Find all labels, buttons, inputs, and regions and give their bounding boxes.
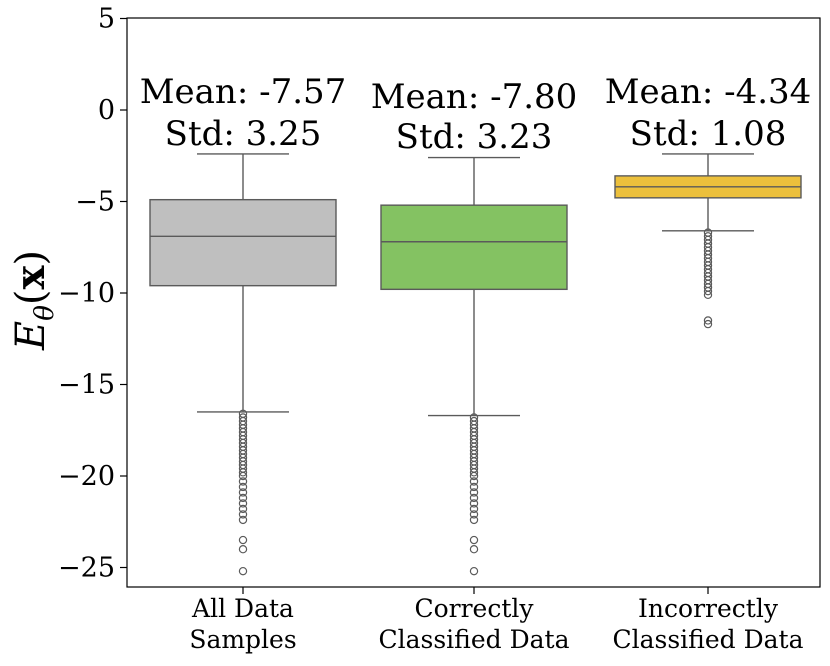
outlier-point: [469, 545, 479, 554]
outlier-point: [238, 504, 248, 514]
y-tick-label: −10: [58, 278, 115, 309]
outlier-point: [469, 566, 479, 576]
outlier-point: [469, 535, 479, 545]
ylabel-arg: x: [7, 265, 54, 290]
x-category-label: Samples: [189, 625, 296, 654]
mean-label: Mean: -7.80: [371, 77, 578, 117]
y-tick-label: 5: [98, 4, 115, 35]
ylabel-subscript: θ: [30, 305, 60, 321]
outlier-point: [703, 316, 713, 325]
outlier-point: [469, 499, 479, 508]
outlier-point: [469, 477, 479, 486]
y-tick-label: −5: [75, 187, 115, 218]
y-tick-label: −15: [58, 370, 115, 401]
outlier-point: [238, 477, 248, 486]
outlier-point: [238, 515, 248, 525]
outlier-point: [469, 482, 479, 492]
x-category-label: All Data: [191, 594, 294, 623]
outlier-point: [469, 488, 479, 497]
x-category-label: Correctly: [414, 594, 534, 623]
std-label: Std: 1.08: [630, 114, 787, 154]
outlier-point: [469, 468, 479, 477]
x-category-label: Classified Data: [612, 625, 803, 654]
outlier-point: [469, 471, 479, 481]
outlier-point: [238, 493, 248, 503]
box-iqr: [149, 198, 337, 287]
x-category-label: Incorrectly: [638, 594, 779, 623]
outlier-point: [238, 545, 248, 554]
outlier-point: [238, 468, 248, 477]
y-tick-label: −20: [58, 461, 115, 492]
outlier-point: [469, 510, 479, 519]
outlier-point: [703, 319, 713, 329]
y-axis-label: Eθ(x): [7, 250, 60, 351]
outlier-point: [238, 482, 248, 492]
outlier-point: [238, 499, 248, 508]
outlier-point: [238, 471, 248, 481]
std-label: Std: 3.25: [165, 114, 322, 154]
box-group-2: [380, 156, 568, 576]
ylabel-paren-close: ): [8, 250, 54, 266]
y-tick-label: −25: [58, 553, 115, 584]
ylabel-paren-open: (: [8, 290, 54, 306]
outlier-point: [469, 504, 479, 514]
outlier-point: [703, 286, 713, 296]
outlier-point: [703, 290, 713, 300]
y-tick-label: 0: [98, 95, 115, 126]
outlier-point: [238, 535, 248, 545]
std-label: Std: 3.23: [396, 117, 553, 157]
box-iqr: [380, 204, 568, 291]
outlier-point: [238, 510, 248, 519]
mean-label: Mean: -4.34: [605, 72, 812, 112]
outlier-point: [238, 488, 248, 497]
mean-label: Mean: -7.57: [140, 72, 347, 112]
box-group-1: [149, 153, 337, 576]
boxes-layer: [149, 153, 802, 576]
outlier-point: [469, 515, 479, 525]
box-group-3: [614, 153, 802, 329]
x-category-label: Classified Data: [378, 625, 569, 654]
outlier-point: [469, 493, 479, 503]
outlier-point: [238, 566, 248, 576]
plot-frame: [126, 17, 821, 588]
y-axis: 5 0 −5 −10 −15 −20 −25: [58, 4, 127, 584]
ylabel-main: E: [8, 321, 54, 351]
